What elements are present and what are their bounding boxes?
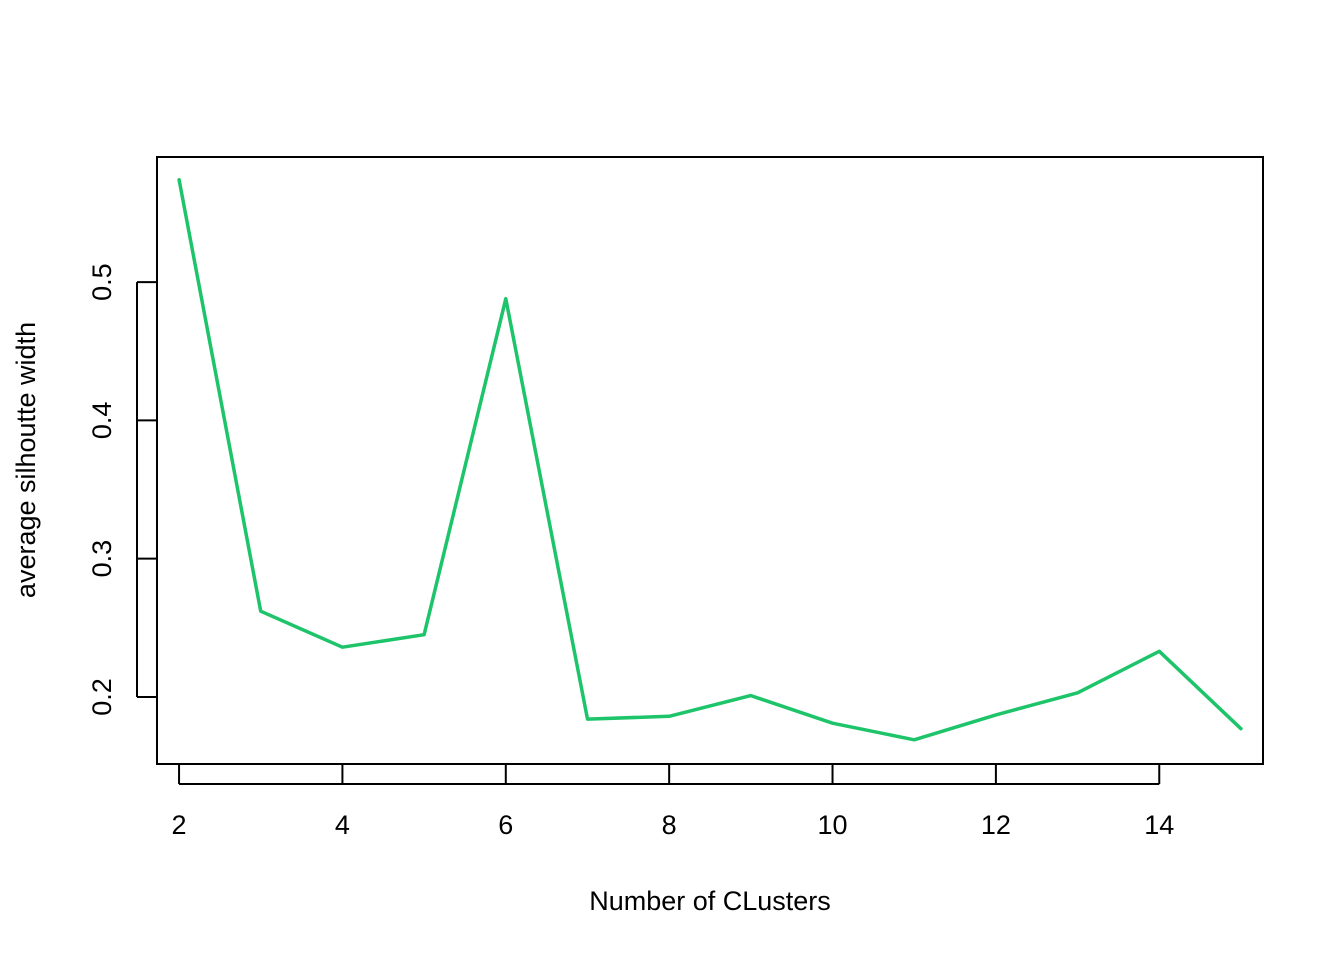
y-axis-title: average silhoutte width [11, 322, 41, 598]
y-axis: 0.2 0.3 0.4 0.5 [87, 263, 157, 716]
x-tick-label: 14 [1144, 810, 1174, 840]
x-tick-label: 8 [662, 810, 677, 840]
x-tick-label: 2 [172, 810, 187, 840]
y-tick-label: 0.4 [87, 402, 117, 440]
y-tick-label: 0.3 [87, 540, 117, 578]
plot-frame [156, 156, 1264, 765]
x-tick-label: 12 [981, 810, 1011, 840]
series-layer [177, 178, 1243, 742]
x-axis: 2 4 6 8 10 12 14 [172, 764, 1174, 840]
series-line [177, 178, 1243, 742]
y-tick-label: 0.2 [87, 678, 117, 716]
x-tick-label: 10 [818, 810, 848, 840]
x-tick-label: 4 [335, 810, 350, 840]
x-tick-label: 6 [498, 810, 513, 840]
x-axis-title: Number of CLusters [589, 886, 831, 916]
y-tick-label: 0.5 [87, 263, 117, 301]
